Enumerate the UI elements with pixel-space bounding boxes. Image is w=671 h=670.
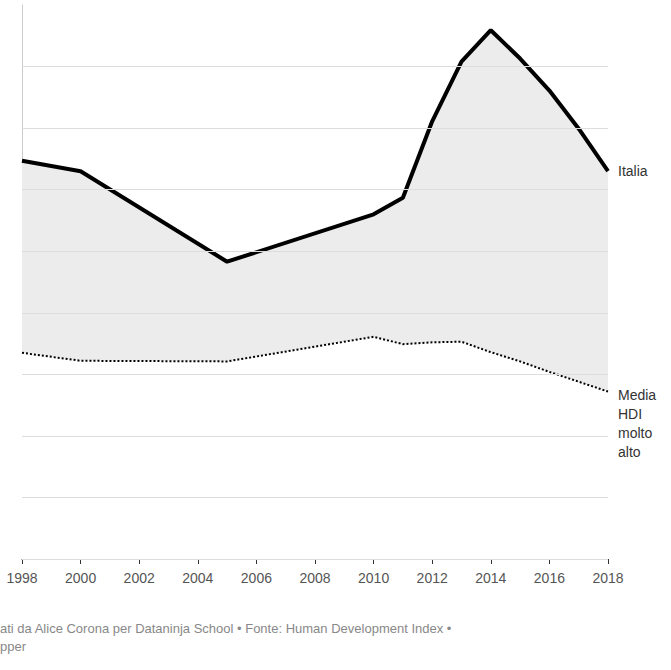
svg-text:alto: alto xyxy=(618,444,641,460)
svg-text:HDI: HDI xyxy=(618,406,646,422)
svg-text:ati da Alice Corona per Datani: ati da Alice Corona per Dataninja School… xyxy=(0,621,452,636)
svg-text:2006: 2006 xyxy=(241,570,272,586)
svg-text:2000: 2000 xyxy=(65,570,96,586)
svg-text:2004: 2004 xyxy=(182,570,213,586)
svg-text:2018: 2018 xyxy=(592,570,623,586)
svg-text:Italia: Italia xyxy=(618,163,648,179)
svg-text:2010: 2010 xyxy=(358,570,389,586)
svg-text:2012: 2012 xyxy=(417,570,448,586)
svg-text:1998: 1998 xyxy=(6,570,37,586)
svg-text:molto: molto xyxy=(618,425,656,441)
svg-text:2014: 2014 xyxy=(475,570,506,586)
svg-text:2002: 2002 xyxy=(124,570,155,586)
svg-text:2016: 2016 xyxy=(534,570,565,586)
svg-text:pper: pper xyxy=(0,639,27,654)
svg-text:2008: 2008 xyxy=(299,570,330,586)
svg-text:Media: Media xyxy=(618,387,660,403)
